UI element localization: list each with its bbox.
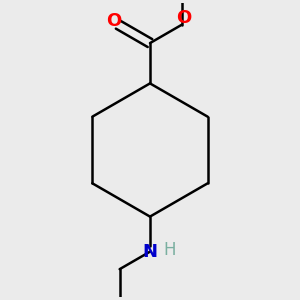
Text: O: O [106, 12, 121, 30]
Text: N: N [142, 243, 158, 261]
Text: O: O [176, 9, 191, 27]
Text: H: H [163, 241, 175, 259]
